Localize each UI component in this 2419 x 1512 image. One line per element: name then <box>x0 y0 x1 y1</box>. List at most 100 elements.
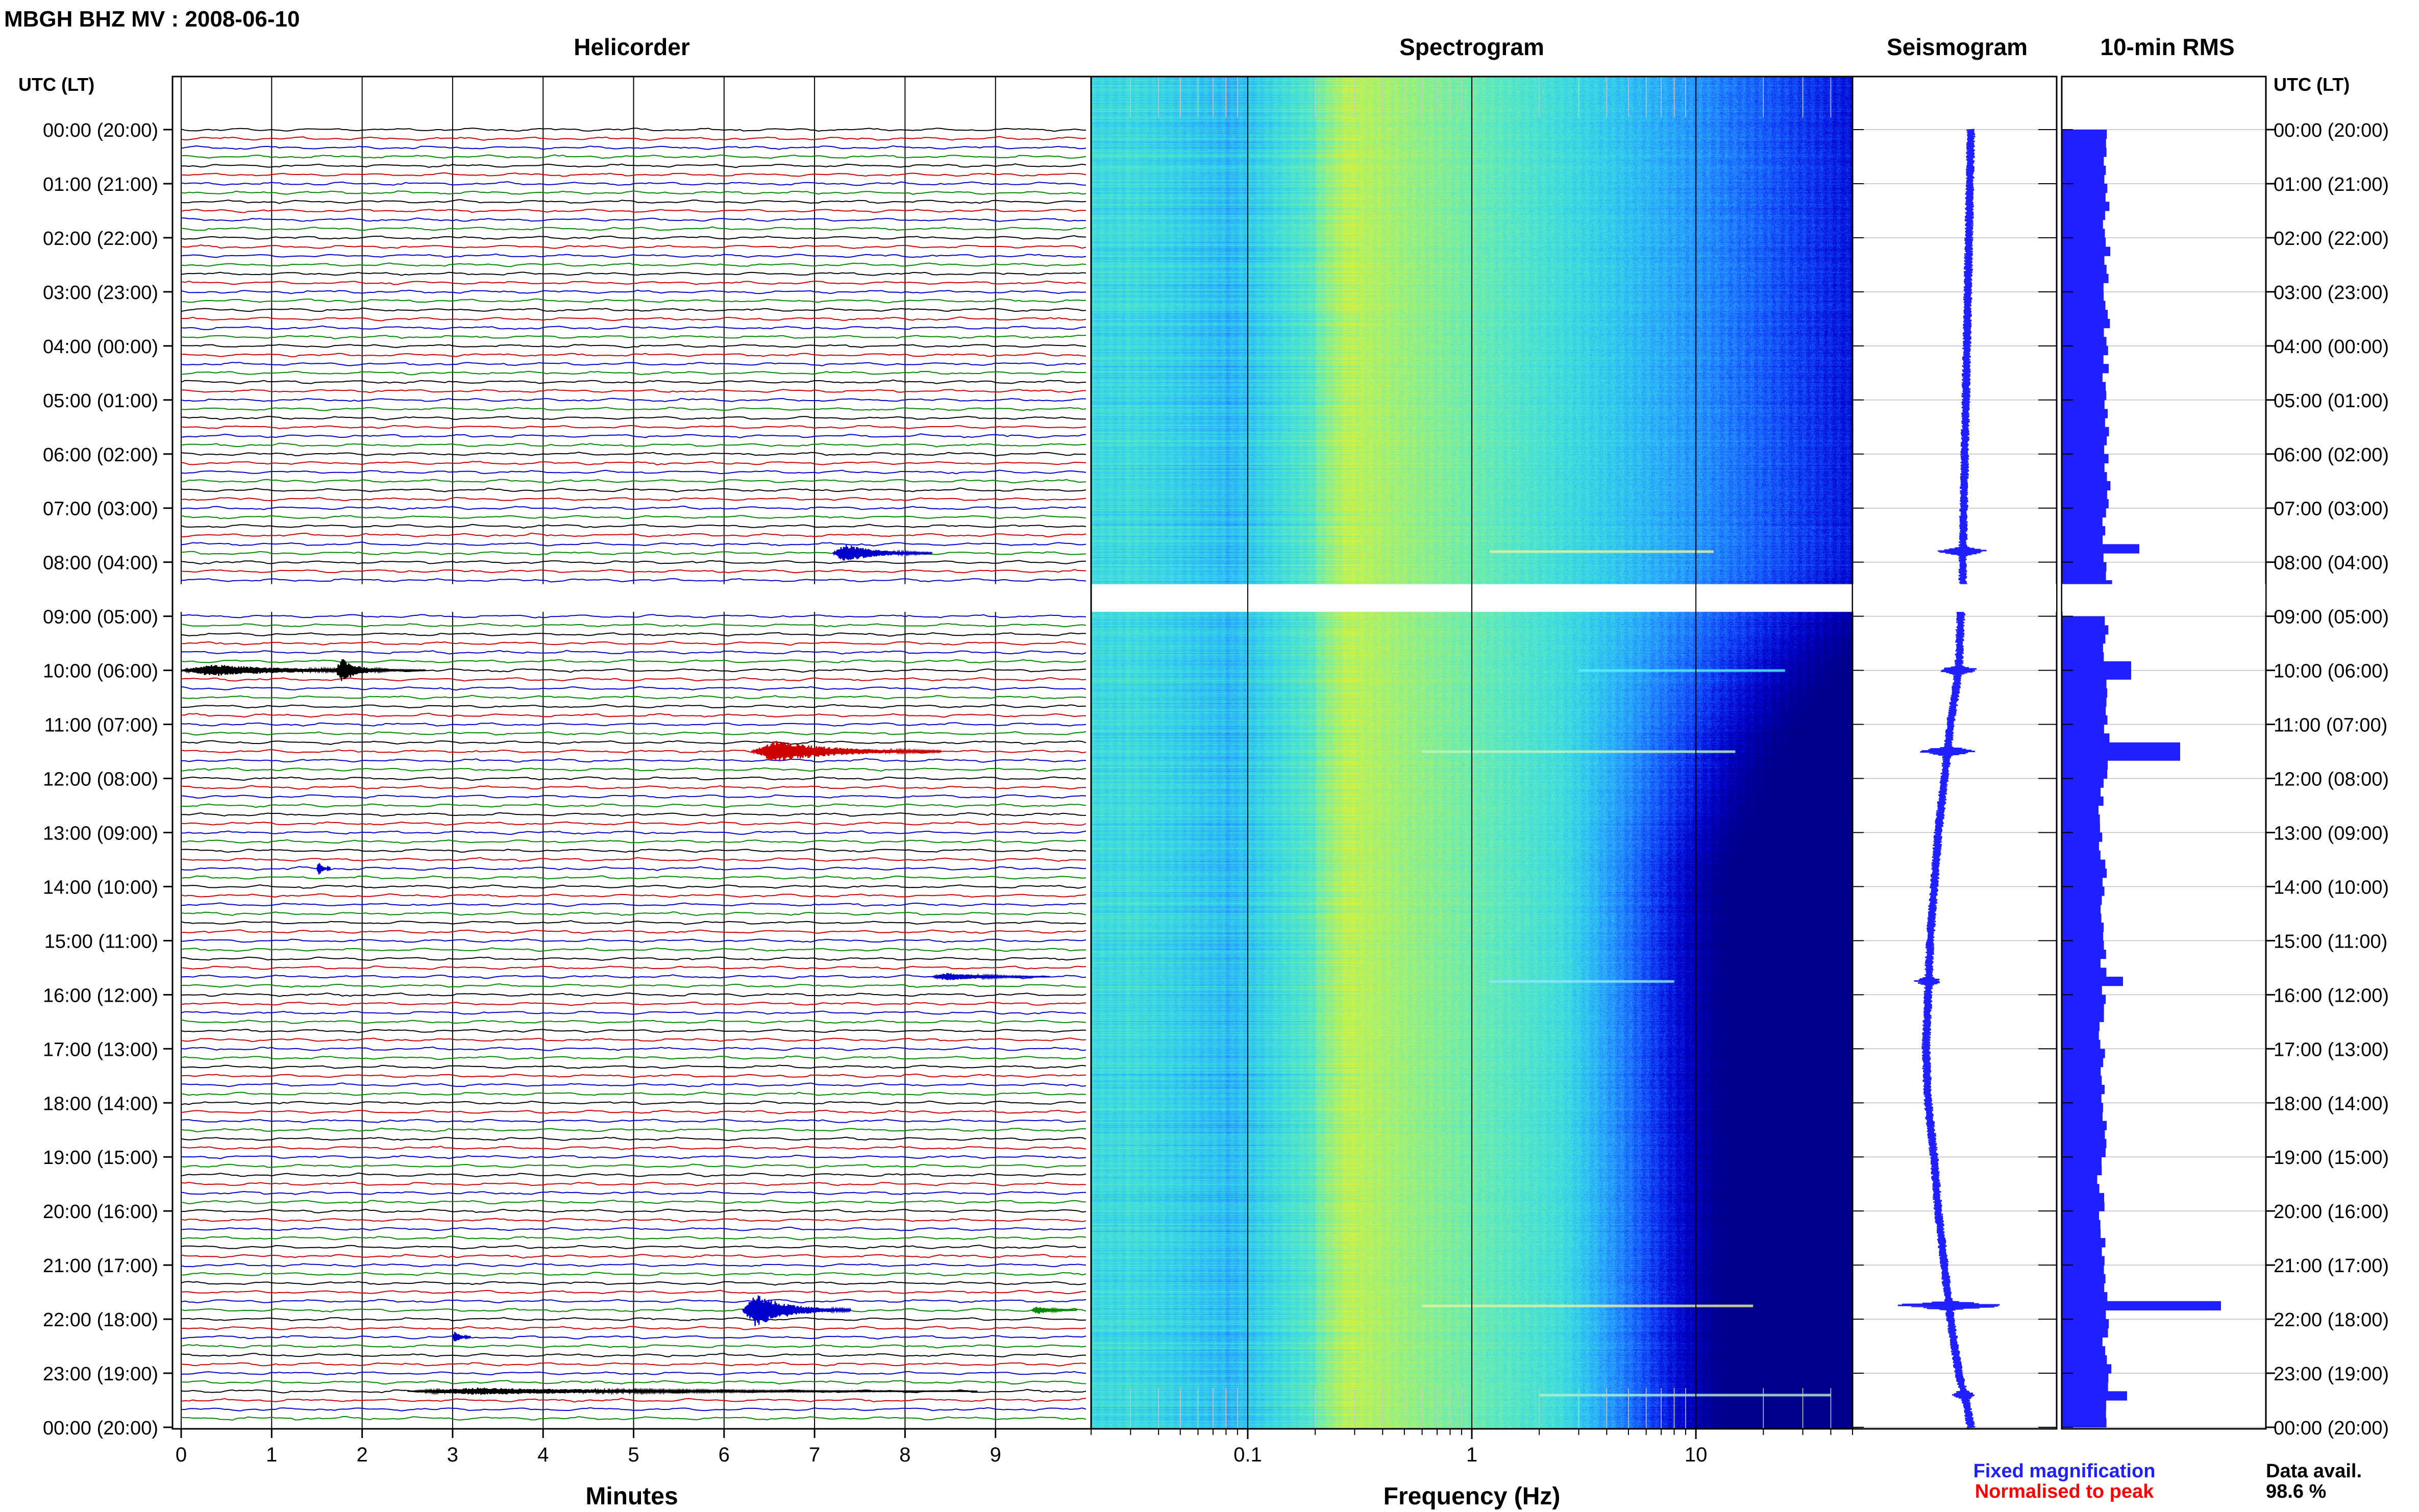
spectrogram-x-label: Frequency (Hz) <box>1384 1483 1561 1510</box>
time-label-right: 02:00 (22:00) <box>2274 228 2389 250</box>
helicorder-trace-line <box>181 551 1087 556</box>
helicorder-trace-line <box>181 289 1087 294</box>
helicorder-trace-line <box>181 163 1087 168</box>
rms-bar <box>2062 679 2107 689</box>
helicorder-trace-line <box>181 1037 1087 1043</box>
time-label-left: 05:00 (01:00) <box>43 390 158 412</box>
rms-bar <box>2062 995 2106 1004</box>
rms-bar <box>2062 904 2101 914</box>
rms-bar <box>2062 210 2105 220</box>
rms-bar <box>2062 264 2107 275</box>
helicorder-trace-line <box>181 1181 1087 1186</box>
helicorder-trace-line <box>181 614 1087 618</box>
helicorder-title: Helicorder <box>574 34 690 60</box>
rms-bar <box>2062 652 2104 662</box>
rms-bar <box>2062 706 2106 716</box>
helicorder-trace-line <box>181 1344 1087 1349</box>
helicorder-trace-line <box>181 1119 1087 1123</box>
rms-frame <box>2061 76 2267 1430</box>
time-label-left: 09:00 (05:00) <box>43 607 158 628</box>
rms-bar <box>2062 1211 2099 1221</box>
rms-bar <box>2062 1148 2106 1157</box>
time-label-left: 00:00 (20:00) <box>43 1418 158 1439</box>
helicorder-trace-line <box>181 830 1087 835</box>
rms-bar <box>2062 1229 2101 1238</box>
rms-bar <box>2062 1409 2106 1419</box>
helicorder-trace-line <box>181 884 1087 889</box>
helicorder-trace-line <box>181 298 1086 304</box>
rms-bar <box>2062 787 2101 797</box>
helicorder-trace-line <box>181 541 1087 547</box>
helicorder-trace-line <box>181 199 1087 204</box>
helicorder-xtick-label: 2 <box>356 1444 367 1466</box>
rms-bar <box>2062 1346 2106 1356</box>
helicorder-trace-line <box>181 1245 1087 1250</box>
helicorder-trace-line <box>181 1380 1087 1385</box>
rms-bar <box>2062 1057 2104 1068</box>
spectrogram-title: Spectrogram <box>1399 34 1544 60</box>
rms-bar <box>2062 147 2107 157</box>
spectrogram-xtick-label: 0.1 <box>1233 1444 1262 1466</box>
time-label-left: 17:00 (13:00) <box>43 1039 158 1060</box>
figure-title: MBGH BHZ MV : 2008-06-10 <box>4 7 300 32</box>
helicorder-trace-line <box>181 514 1087 519</box>
helicorder-trace-line <box>181 623 1087 628</box>
helicorder-trace-line <box>181 497 1087 502</box>
helicorder-trace-line <box>181 1208 1087 1213</box>
rms-bar <box>2062 1193 2104 1203</box>
rms-bar <box>2062 1391 2127 1401</box>
helicorder-trace-line <box>181 695 1087 700</box>
time-label-right: 13:00 (09:00) <box>2274 823 2389 844</box>
time-label-left: 14:00 (10:00) <box>43 877 158 898</box>
rms-bar <box>2062 1039 2101 1049</box>
helicorder-trace-line <box>181 262 1087 267</box>
legend-normalised-to-peak: Normalised to peak <box>1975 1481 2154 1502</box>
helicorder-trace-line <box>181 875 1087 880</box>
rms-bar <box>2062 1111 2103 1122</box>
rms-bar <box>2062 562 2107 572</box>
time-label-right: 14:00 (10:00) <box>2274 877 2389 898</box>
helicorder-trace-line <box>181 803 1087 808</box>
rms-bar <box>2062 427 2109 437</box>
spectrogram-xtick-label: 1 <box>1466 1444 1477 1466</box>
rms-bar <box>2062 418 2105 428</box>
helicorder-event-3 <box>751 740 942 762</box>
rms-bar <box>2062 373 2103 383</box>
rms-bar <box>2062 940 2104 950</box>
helicorder-x-ticks: 0 1 2 3 4 5 6 7 8 9 <box>176 1429 1001 1466</box>
helicorder-event-6 <box>742 1295 852 1326</box>
helicorder-trace-line <box>181 848 1087 853</box>
helicorder-trace-line <box>181 487 1087 492</box>
time-label-left: 01:00 (21:00) <box>43 174 158 195</box>
rms-bar <box>2062 1157 2102 1167</box>
rms-bar <box>2062 1067 2101 1076</box>
helicorder-trace-line <box>181 280 1087 285</box>
rms-bar <box>2062 445 2105 455</box>
helicorder-trace-line <box>181 812 1087 817</box>
helicorder-trace-line <box>181 560 1087 565</box>
time-label-left: 10:00 (06:00) <box>43 661 158 682</box>
time-label-left: 21:00 (17:00) <box>43 1255 158 1277</box>
rms-bar <box>2062 1022 2100 1031</box>
helicorder-trace-line <box>181 226 1087 231</box>
helicorder-xtick-label: 3 <box>447 1444 458 1466</box>
rms-bar <box>2062 165 2106 175</box>
spectrogram-x-ticks: 0.1 1 10 <box>1091 1429 1853 1466</box>
helicorder-frame-fill <box>172 77 1091 1429</box>
rms-bar <box>2062 544 2139 554</box>
panel-gap-band <box>2062 584 2265 612</box>
helicorder-xtick-label: 7 <box>809 1444 820 1466</box>
rms-bar <box>2062 850 2101 860</box>
rms-bar <box>2062 697 2107 707</box>
rms-bar <box>2062 517 2103 527</box>
time-label-right: 00:00 (20:00) <box>2274 120 2389 141</box>
helicorder-x-label: Minutes <box>585 1483 678 1510</box>
helicorder-trace-line <box>181 469 1087 475</box>
time-label-left: 07:00 (03:00) <box>43 499 158 520</box>
rms-bar <box>2062 1084 2105 1095</box>
helicorder-xtick-label: 4 <box>537 1444 549 1466</box>
helicorder-trace-line <box>181 505 1087 511</box>
rms-bar <box>2062 931 2104 941</box>
helicorder-trace-line <box>181 208 1087 213</box>
